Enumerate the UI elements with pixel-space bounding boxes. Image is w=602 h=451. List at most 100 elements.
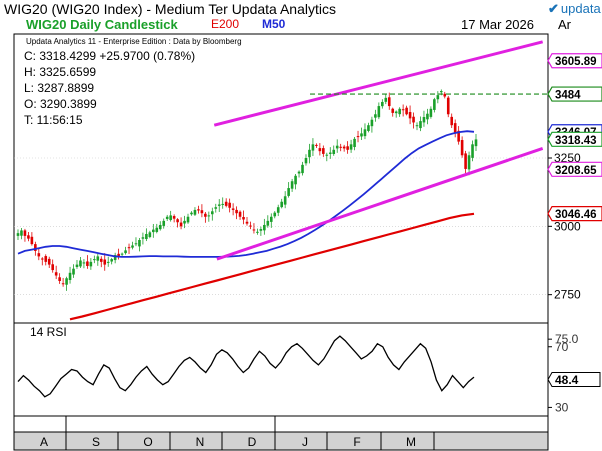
candle: [450, 113, 454, 129]
y-tick-label: 3250: [554, 151, 581, 165]
price-tag-box: [547, 86, 602, 102]
candle: [429, 106, 433, 119]
candle: [349, 139, 353, 153]
candle-body: [276, 207, 280, 213]
candle-body: [273, 212, 277, 217]
candle: [283, 191, 287, 209]
candle-body: [242, 216, 245, 220]
candle: [51, 259, 54, 273]
candle-body: [238, 211, 242, 217]
candle-body: [120, 253, 124, 255]
candle-body: [113, 255, 117, 261]
candle: [353, 136, 356, 151]
candle: [269, 213, 273, 228]
candle-body: [332, 149, 336, 155]
candle-body: [460, 140, 464, 156]
candle-body: [433, 99, 436, 110]
candle: [172, 214, 176, 223]
candle-body: [152, 229, 155, 233]
candle-body: [422, 117, 426, 123]
candle-body: [165, 216, 169, 219]
candle-body: [61, 283, 65, 285]
candle-body: [169, 215, 172, 221]
e200-line: [69, 212, 475, 321]
candle: [315, 143, 318, 148]
candle-body: [342, 146, 346, 149]
candle: [440, 89, 443, 96]
candle: [391, 107, 395, 117]
candle-body: [353, 138, 356, 148]
candle-body: [228, 202, 231, 208]
candle: [30, 232, 34, 246]
price-tag-label: 3484: [555, 90, 581, 102]
candle: [245, 216, 249, 226]
candle: [145, 228, 148, 242]
candle: [384, 93, 388, 105]
candle: [457, 126, 460, 145]
candle: [82, 259, 86, 269]
price-tag-box: [547, 124, 602, 140]
candle: [363, 123, 367, 140]
candle: [342, 144, 346, 152]
candle: [186, 213, 190, 224]
candle-body: [349, 144, 353, 150]
candle: [141, 232, 145, 245]
legend-m50[interactable]: M50: [262, 17, 286, 31]
candle: [398, 107, 401, 117]
candle: [106, 256, 110, 267]
candle-body: [224, 201, 228, 206]
rsi-tick-label: 75.0: [555, 332, 579, 346]
candle-body: [391, 108, 395, 113]
candle-body: [193, 209, 197, 215]
candle-body: [37, 253, 41, 257]
month-label: A: [40, 435, 48, 449]
candle: [37, 249, 41, 261]
candle-body: [40, 258, 44, 260]
candle: [377, 102, 381, 120]
candle-body: [384, 97, 388, 102]
candle: [68, 266, 72, 284]
candle: [224, 198, 228, 208]
price-tag-box: [547, 131, 602, 147]
candle: [23, 228, 27, 242]
candle: [54, 265, 58, 280]
candle-body: [304, 158, 308, 164]
candle-body: [363, 129, 367, 137]
candle: [249, 221, 252, 230]
candle-body: [211, 211, 214, 215]
candle: [381, 99, 384, 109]
candle: [412, 112, 415, 129]
candle-body: [99, 258, 103, 262]
candle-body: [252, 229, 256, 231]
y-tick-label: 3000: [554, 219, 581, 233]
candle: [197, 205, 200, 214]
candle-body: [79, 260, 82, 267]
price-tag-label: 3346.07: [555, 127, 597, 139]
ohlc-time: T: 11:56:15: [24, 113, 83, 127]
candle-body: [162, 220, 166, 226]
candle: [75, 259, 79, 269]
candle-body: [27, 235, 30, 239]
candle: [193, 207, 197, 216]
candle: [370, 116, 374, 133]
legend-e200[interactable]: E200: [211, 17, 240, 31]
candle-body: [471, 144, 474, 158]
candle: [165, 214, 169, 221]
candle: [325, 152, 329, 162]
price-tag-box: [547, 53, 602, 69]
candle: [231, 203, 235, 216]
candle: [61, 277, 65, 287]
candle-body: [51, 264, 54, 271]
price-tag: 3046.46: [547, 206, 602, 222]
candle-body: [200, 210, 204, 214]
candle-body: [412, 116, 415, 123]
candle-body: [190, 212, 193, 215]
window-title: WIG20 (WIG20 Index) - Medium Ter Updata …: [4, 1, 336, 17]
candle: [242, 210, 245, 225]
candle: [148, 230, 152, 239]
candle-body: [207, 215, 211, 217]
upper-channel-line: [213, 40, 544, 127]
price-tag: 3208.65: [547, 161, 602, 177]
updata-logo-text: updata: [560, 1, 601, 16]
rsi-panel-label: 14 RSI: [30, 325, 67, 339]
